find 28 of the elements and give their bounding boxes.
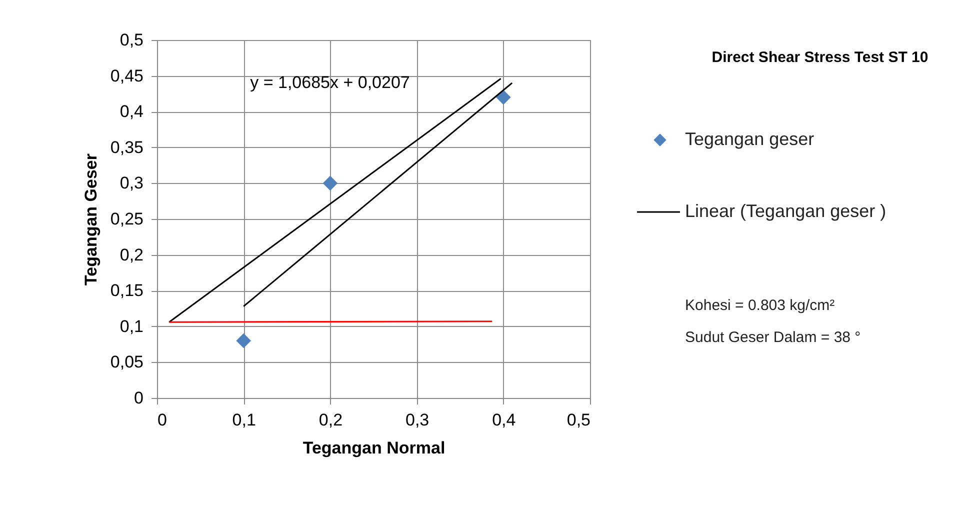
y-tick-label: 0,45 bbox=[110, 66, 144, 86]
y-tick-label: 0,25 bbox=[110, 210, 144, 228]
x-tick-label: 0,3 bbox=[405, 410, 430, 430]
text: Kohesi = 0.803 kg/cm² bbox=[685, 297, 835, 314]
y-tick-label: 0 bbox=[134, 388, 144, 408]
y-axis-title: Tegangan Geser bbox=[81, 153, 100, 286]
x-tick-label: 0,5 bbox=[566, 410, 590, 430]
x-tick-label: 0 bbox=[158, 410, 167, 430]
y-tick-label: 0,05 bbox=[110, 352, 144, 372]
x-tick-label: 0,2 bbox=[318, 410, 343, 430]
y-tick-label: 0,15 bbox=[110, 281, 144, 300]
text: Direct Shear Stress Test ST 10 bbox=[712, 49, 928, 66]
x-tick-label: 0,4 bbox=[492, 410, 516, 430]
y-tick-label: 0,5 bbox=[120, 30, 144, 50]
legend-label: Tegangan geser bbox=[685, 129, 814, 149]
text: Sudut Geser Dalam = 38 ° bbox=[685, 329, 861, 346]
y-tick-label: 0,4 bbox=[120, 102, 144, 122]
point bbox=[236, 333, 252, 348]
y-tick-label: 0,2 bbox=[120, 245, 144, 264]
y-tick-label: 0,1 bbox=[120, 316, 144, 336]
point bbox=[496, 90, 511, 105]
legend-label: Linear (Tegangan geser ) bbox=[685, 201, 886, 221]
annotation: y = 1,0685x + 0,0207 bbox=[250, 73, 410, 92]
point bbox=[322, 176, 338, 191]
x-tick-label: 0,1 bbox=[232, 410, 256, 430]
x-axis-title: Tegangan Normal bbox=[302, 438, 446, 458]
y-tick-label: 0,3 bbox=[120, 174, 144, 193]
y-tick-label: 0,35 bbox=[110, 138, 144, 157]
